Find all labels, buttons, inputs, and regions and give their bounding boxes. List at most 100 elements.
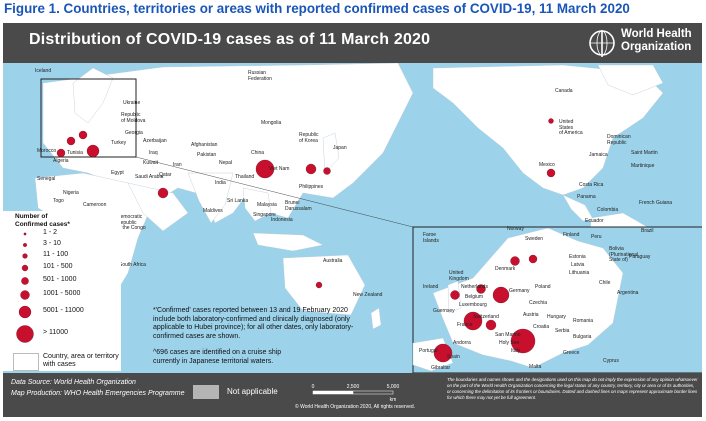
label-latvia: Latvia xyxy=(571,262,585,268)
label-paraguay: Paraguay xyxy=(629,254,651,260)
label-afghanistan: Afghanistan xyxy=(191,142,218,148)
europe-focus-box xyxy=(40,78,137,158)
marker-inset-spain xyxy=(433,343,453,363)
label-chile: Chile xyxy=(599,280,611,286)
label-nepal: Nepal xyxy=(219,160,233,166)
legend-class-5: 501 - 1000 xyxy=(43,276,77,283)
label-ecuador: Ecuador xyxy=(585,218,604,224)
label-moldova: Republic of Moldova xyxy=(121,112,146,124)
marker-usa xyxy=(546,168,556,178)
legend-class-4: 101 - 500 xyxy=(43,263,73,270)
data-source: Data Source: World Health Organization xyxy=(11,379,136,386)
label-cyprus: Cyprus xyxy=(603,358,619,364)
map-footer xyxy=(3,373,702,417)
label-estonia: Estonia xyxy=(569,254,586,260)
label-bolivia: Bolivia (Plurinational State of) xyxy=(609,246,639,263)
label-new-zealand: New Zealand xyxy=(353,292,383,298)
scale-label-2500: 2,500 xyxy=(347,384,360,390)
label-italy: Italy xyxy=(511,348,521,354)
scale-label-5000: 5,000 xyxy=(387,384,400,390)
label-jamaica: Jamaica xyxy=(589,152,608,158)
map-frame: Distribution of COVID-19 cases as of 11 … xyxy=(3,23,702,417)
marker-inset-switzerland xyxy=(485,319,497,331)
scale-label-0: 0 xyxy=(312,384,315,390)
label-brazil: Brazil xyxy=(641,228,654,234)
label-russia: Russian Federation xyxy=(248,70,272,82)
marker-france xyxy=(66,136,76,146)
inset-leader-line xyxy=(135,156,414,228)
label-cameroon: Cameroon xyxy=(83,202,107,208)
marker-inset-sweden xyxy=(528,254,538,264)
label-switzerland: Switzerland xyxy=(473,314,499,320)
label-dominican: Dominican Republic xyxy=(607,134,631,146)
label-ukraine: Ukraine xyxy=(123,100,141,106)
label-georgia: Georgia xyxy=(125,130,143,136)
legend-symbol-4 xyxy=(21,264,29,272)
label-iraq: Iraq xyxy=(149,150,158,156)
map-title-banner xyxy=(3,23,702,63)
label-turkey: Turkey xyxy=(111,140,127,146)
label-mongolia: Mongolia xyxy=(261,120,282,126)
legend-symbol-2 xyxy=(23,243,27,247)
label-hungary: Hungary xyxy=(547,314,566,320)
legend-symbol-3 xyxy=(22,253,28,259)
label-korea: Republic of Korea xyxy=(299,132,319,144)
legend-title: Number of Confirmed cases* xyxy=(15,213,70,228)
label-austria: Austria xyxy=(523,312,539,318)
label-malta: Malta xyxy=(529,364,542,370)
label-lithuania: Lithuania xyxy=(569,270,590,276)
map-production: Map Production: WHO Health Emergencies P… xyxy=(11,390,185,397)
map-title: Distribution of COVID-19 cases as of 11 … xyxy=(29,31,431,48)
who-logo-text: World Health Organization xyxy=(621,28,692,53)
legend-symbol-5 xyxy=(21,277,29,285)
label-argentina: Argentina xyxy=(617,290,639,296)
label-norway: Norway xyxy=(507,226,524,232)
europe-inset-land xyxy=(432,227,624,369)
marker-japan xyxy=(323,167,331,175)
label-portugal: Portugal xyxy=(419,348,438,354)
legend-symbol-1 xyxy=(23,232,27,236)
land-seasia xyxy=(242,187,272,222)
label-costa-rica: Costa Rica xyxy=(579,182,604,188)
legend-symbol-8 xyxy=(16,325,34,343)
label-serbia: Serbia xyxy=(555,328,570,334)
label-senegal: Senegal xyxy=(37,176,56,182)
label-spain: Spain xyxy=(447,354,460,360)
disclaimer: The boundaries and names shown and the d… xyxy=(447,377,698,400)
legend-class-2: 3 - 10 xyxy=(43,240,61,247)
label-saudi-arabia: Saudi Arabia xyxy=(135,174,164,180)
label-mexico: Mexico xyxy=(539,162,555,168)
legend-class-6: 1001 - 5000 xyxy=(43,290,81,297)
label-china: China xyxy=(251,150,265,156)
label-sweden: Sweden xyxy=(525,236,544,242)
legend-symbol-6 xyxy=(20,290,30,300)
marker-inset-germany xyxy=(492,286,510,304)
label-ireland: Ireland xyxy=(423,284,439,290)
marker-inset-uk xyxy=(450,290,460,300)
land-nz xyxy=(370,307,382,330)
label-denmark: Denmark xyxy=(495,266,516,272)
marker-inset-norway xyxy=(510,256,520,266)
label-maldives: Maldives xyxy=(203,208,223,214)
land-central-america xyxy=(562,194,594,222)
label-iceland: Iceland xyxy=(35,68,52,74)
legend-class-8: > 11000 xyxy=(43,329,68,336)
marker-iran xyxy=(157,187,169,199)
marker-germany xyxy=(78,130,88,140)
label-netherlands: Netherlands xyxy=(461,284,488,290)
label-morocco: Morocco xyxy=(37,148,57,154)
label-french-guiana: French Guiana xyxy=(639,200,673,206)
label-germany: Germany xyxy=(509,288,530,294)
footnote-cruise: ^696 cases are identified on a cruise sh… xyxy=(153,349,282,365)
label-philippines: Philippines xyxy=(299,184,324,190)
label-togo: Togo xyxy=(53,198,64,204)
label-singapore: Singapore xyxy=(253,212,276,218)
legend-class-7: 5001 - 11000 xyxy=(43,307,84,314)
label-pakistan: Pakistan xyxy=(197,152,217,158)
label-egypt: Egypt xyxy=(111,170,124,176)
label-colombia: Colombia xyxy=(597,207,619,213)
label-australia: Australia xyxy=(323,258,343,264)
label-drc: Democratic Republic of the Congo xyxy=(117,214,146,231)
label-poland: Poland xyxy=(535,284,551,290)
label-malaysia: Malaysia xyxy=(257,202,277,208)
